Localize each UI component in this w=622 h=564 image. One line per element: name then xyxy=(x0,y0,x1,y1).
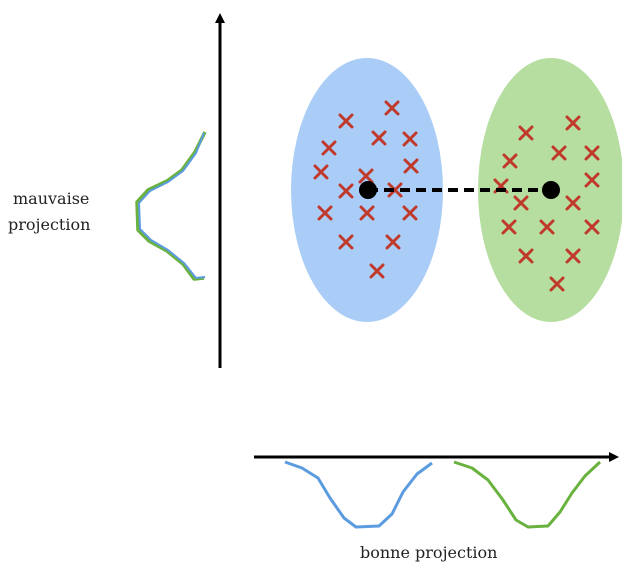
x-mark-icon xyxy=(387,182,403,198)
x-mark-icon xyxy=(402,131,418,147)
x-mark-icon xyxy=(402,205,418,221)
blue-class-samples xyxy=(313,100,419,279)
good-projection-label: bonne projection xyxy=(360,543,497,562)
x-mark-icon xyxy=(518,248,534,264)
x-mark-icon xyxy=(502,153,518,169)
bad-projection-green-curve xyxy=(135,131,207,281)
x-mark-icon xyxy=(565,115,581,131)
bad-projection-label-line1: mauvaise xyxy=(13,189,89,208)
good-projection-green-curve xyxy=(453,460,602,529)
x-mark-icon xyxy=(338,113,354,129)
green-class-centroid xyxy=(542,181,560,199)
bad-projection-curves xyxy=(135,131,207,281)
blue-class-centroid xyxy=(359,181,377,199)
x-mark-icon xyxy=(359,205,375,221)
x-mark-icon xyxy=(551,145,567,161)
x-mark-icon xyxy=(338,234,354,250)
x-mark-icon xyxy=(371,130,387,146)
x-mark-icon xyxy=(321,140,337,156)
x-mark-icon xyxy=(317,205,333,221)
x-mark-icon xyxy=(513,195,529,211)
x-mark-icon xyxy=(584,219,600,235)
green-class-samples xyxy=(493,115,600,292)
x-mark-icon xyxy=(584,145,600,161)
x-mark-icon xyxy=(539,219,555,235)
good-projection-blue-curve xyxy=(284,460,433,529)
x-mark-icon xyxy=(385,234,401,250)
x-mark-icon xyxy=(384,100,400,116)
x-mark-icon xyxy=(358,168,374,184)
x-mark-icon xyxy=(403,158,419,174)
x-mark-icon xyxy=(501,219,517,235)
x-mark-icon xyxy=(565,195,581,211)
x-mark-icon xyxy=(565,248,581,264)
x-mark-icon xyxy=(549,276,565,292)
good-projection-curves xyxy=(284,460,602,529)
bad-projection-blue-curve xyxy=(138,132,206,279)
x-mark-icon xyxy=(369,263,385,279)
bad-projection-label-line2: projection xyxy=(8,215,90,234)
x-mark-icon xyxy=(313,164,329,180)
x-mark-icon xyxy=(338,183,354,199)
x-mark-icon xyxy=(518,125,534,141)
x-mark-icon xyxy=(584,172,600,188)
